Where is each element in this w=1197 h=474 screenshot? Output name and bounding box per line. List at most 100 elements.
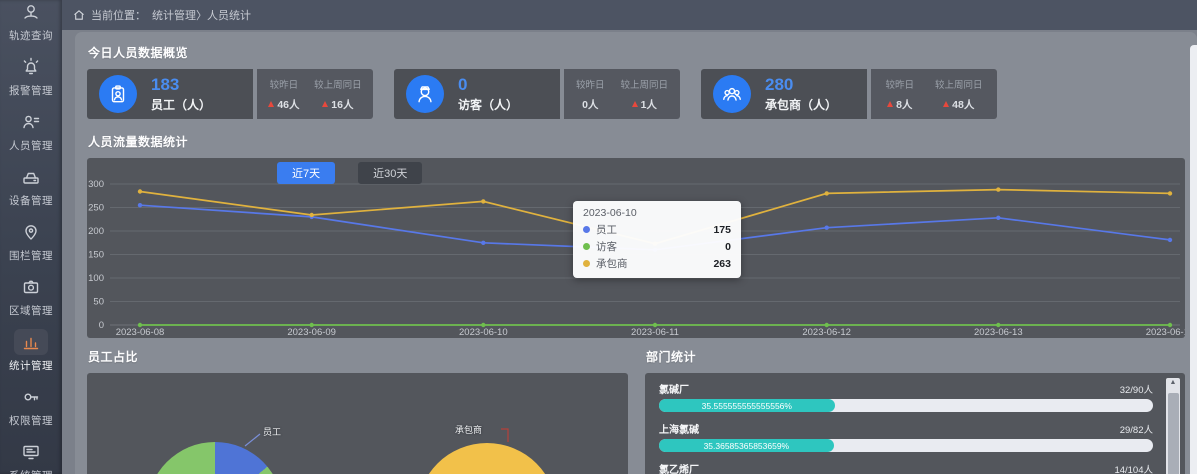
tooltip-rows: 员工 175 访客 0 承包商 263 [583, 222, 731, 271]
svg-text:2023-06-13: 2023-06-13 [974, 327, 1023, 338]
up-arrow-icon [887, 101, 894, 107]
department-name: 上海氯碱 [659, 425, 699, 436]
stat-card-compare: 较昨日 8人 较上周同日 48人 [871, 69, 997, 119]
area-icon [14, 274, 48, 300]
department-count: 14/104人 [1114, 465, 1153, 474]
scrollbar-thumb[interactable] [1167, 393, 1179, 474]
sidebar-item-label: 围栏管理 [9, 250, 53, 262]
compare-value: 48人 [943, 97, 974, 112]
compare-label: 较昨日 [885, 79, 914, 91]
sidebar-item-7[interactable]: 权限管理 [0, 378, 62, 433]
department-row: 氯碱厂 32/90人 35.555555555555556% [659, 381, 1153, 412]
svg-text:200: 200 [88, 226, 104, 237]
device-icon [14, 164, 48, 190]
up-arrow-icon [268, 101, 275, 107]
svg-text:50: 50 [93, 297, 104, 308]
svg-text:150: 150 [88, 250, 104, 261]
compare-label: 较昨日 [269, 79, 299, 91]
department-name: 氯碱厂 [659, 385, 689, 396]
sidebar-item-8[interactable]: 系统管理 [0, 433, 62, 474]
sidebar-item-6[interactable]: 统计管理 [0, 323, 62, 378]
department-stats-title: 部门统计 [646, 350, 697, 364]
stat-card-1: 0 访客（人） 较昨日 0人 较上周同日 1人 [394, 69, 680, 119]
stat-value: 280 [765, 74, 794, 94]
sidebar-item-2[interactable]: 人员管理 [0, 103, 62, 158]
sidebar-item-label: 报警管理 [9, 85, 53, 97]
compare-label: 较上周同日 [934, 79, 983, 91]
stat-card-compare: 较昨日 0人 较上周同日 1人 [564, 69, 680, 119]
department-percent: 35.36585365853659% [703, 440, 790, 451]
series-dot-icon [583, 260, 590, 267]
tooltip-row: 员工 175 [583, 222, 731, 237]
bottom-row: 员工占比 员工 承包商 部门统计 氯碱厂 32/90人 35.555555555555… [87, 346, 1185, 474]
home-icon [73, 9, 85, 21]
permission-icon [14, 384, 48, 410]
stat-card-main: 183 员工（人） [87, 69, 253, 119]
svg-text:2023-06-10: 2023-06-10 [459, 327, 508, 338]
department-name: 氯乙烯厂 [659, 465, 699, 474]
svg-text:2023-06-09: 2023-06-09 [287, 327, 336, 338]
stat-value: 183 [151, 74, 180, 94]
department-bar-track: 35.555555555555556% [659, 399, 1153, 412]
svg-text:2023-06-11: 2023-06-11 [631, 327, 679, 338]
department-rows: 氯碱厂 32/90人 35.555555555555556% 上海氯碱 29/82人 35… [659, 381, 1153, 474]
pie-label-connectors [244, 428, 509, 447]
stat-label: 承包商（人） [765, 98, 838, 113]
compare-col: 较上周同日 48人 [935, 77, 983, 112]
sidebar-item-5[interactable]: 区域管理 [0, 268, 62, 323]
overview-title: 今日人员数据概览 [88, 46, 189, 60]
sidebar-item-0[interactable]: 轨迹查询 [0, 0, 62, 48]
department-bar-track: 35.36585365853659% [659, 439, 1153, 452]
stat-label: 员工（人） [151, 98, 212, 113]
compare-value: 1人 [631, 97, 657, 112]
employee-ratio-section: 员工占比 员工 承包商 [87, 346, 628, 474]
stat-card-main: 280 承包商（人） [701, 69, 867, 119]
svg-text:2023-06-08: 2023-06-08 [116, 327, 165, 338]
employee-ratio-panel: 员工 承包商 [87, 373, 628, 474]
series-dot-icon [583, 243, 590, 250]
compare-value: 46人 [268, 97, 300, 112]
stat-card-2: 280 承包商（人） 较昨日 8人 较上周同日 48人 [701, 69, 997, 119]
svg-text:0: 0 [99, 320, 104, 331]
svg-text:300: 300 [88, 179, 104, 190]
range-tabs: 近7天 近30天 [277, 162, 423, 184]
department-scrollbar[interactable]: ▲ [1166, 378, 1180, 474]
overview-cards: 183 员工（人） 较昨日 46人 较上周同日 16人 0 访客（人） 较昨日 0人 较上周同日 1人… [87, 69, 1185, 119]
sidebar-item-1[interactable]: 报警管理 [0, 48, 62, 103]
sidebar-item-label: 统计管理 [9, 360, 53, 372]
compare-col: 较上周同日 1人 [620, 77, 668, 112]
compare-label: 较上周同日 [620, 79, 668, 91]
tooltip-row: 访客 0 [583, 239, 731, 254]
sidebar-item-4[interactable]: 围栏管理 [0, 213, 62, 268]
department-bar-fill: 35.36585365853659% [659, 439, 834, 452]
sidebar-item-3[interactable]: 设备管理 [0, 158, 62, 213]
department-bar-fill: 35.555555555555556% [659, 399, 835, 412]
series-dot-icon [583, 226, 590, 233]
breadcrumb-label: 当前位置： [91, 10, 146, 22]
compare-col: 较昨日 0人 [576, 77, 605, 112]
up-arrow-icon [631, 101, 638, 107]
compare-col: 较昨日 8人 [885, 77, 914, 112]
compare-value: 16人 [322, 97, 353, 112]
sidebar-item-label: 区域管理 [9, 305, 53, 317]
stat-card-0: 183 员工（人） 较昨日 46人 较上周同日 16人 [87, 69, 373, 119]
sidebar-item-label: 轨迹查询 [9, 30, 53, 42]
breadcrumb-path: 统计管理〉人员统计 [152, 10, 251, 22]
sidebar-item-label: 人员管理 [9, 140, 53, 152]
chart-tooltip: 2023-06-10 员工 175 访客 0 承包商 263 [573, 201, 741, 278]
sidebar: 轨迹查询报警管理人员管理设备管理围栏管理区域管理统计管理权限管理系统管理 V 2… [0, 0, 62, 474]
pie-slice-label: 员工 [263, 427, 282, 437]
page-scrollbar[interactable] [1190, 45, 1197, 474]
compare-col: 较昨日 46人 [268, 77, 300, 112]
svg-text:100: 100 [88, 273, 104, 284]
tab-last-7-days[interactable]: 近7天 [277, 162, 336, 184]
main-area: 当前位置： 统计管理〉人员统计 今日人员数据概览 183 员工（人） 较昨日 46人较… [62, 0, 1197, 474]
breadcrumb-bar: 当前位置： 统计管理〉人员统计 [62, 0, 1197, 30]
sidebar-item-label: 系统管理 [9, 468, 53, 474]
tab-last-30-days[interactable]: 近30天 [358, 162, 423, 184]
compare-label: 较昨日 [575, 79, 605, 91]
stat-label: 访客（人） [458, 98, 519, 113]
contractor-icon [713, 75, 751, 113]
scroll-up-icon[interactable]: ▲ [1169, 379, 1177, 386]
